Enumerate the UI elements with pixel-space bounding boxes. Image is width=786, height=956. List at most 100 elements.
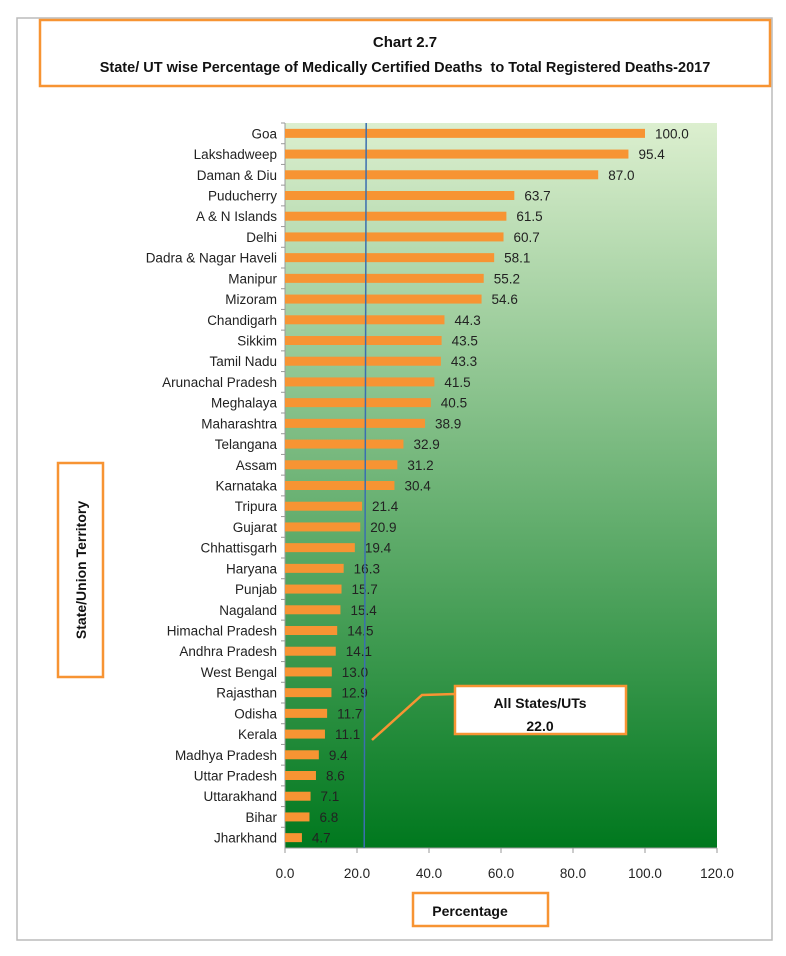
title-box (38, 18, 772, 88)
category-label: Odisha (234, 706, 277, 721)
category-label: Tripura (235, 499, 278, 514)
category-label: Uttar Pradesh (194, 769, 277, 784)
data-label: 7.1 (321, 789, 340, 804)
data-label: 14.1 (346, 644, 372, 659)
data-label: 20.9 (370, 520, 396, 535)
category-label: Arunachal Pradesh (162, 375, 277, 390)
data-label: 58.1 (504, 251, 530, 266)
data-label: 43.3 (451, 354, 477, 369)
annotation-box (453, 684, 628, 736)
category-label: Uttarakhand (203, 789, 277, 804)
category-label: Punjab (235, 582, 277, 597)
x-tick-label: 100.0 (628, 866, 662, 881)
chart-subtitle: State/ UT wise Percentage of Medically C… (100, 60, 711, 76)
category-label: Assam (236, 458, 277, 473)
data-label: 11.1 (335, 727, 360, 742)
data-label: 44.3 (454, 313, 480, 328)
data-label: 38.9 (435, 416, 461, 431)
category-label: Madhya Pradesh (175, 748, 277, 763)
bar (285, 149, 629, 159)
data-label: 55.2 (494, 271, 520, 286)
bar (285, 626, 338, 635)
category-label: Meghalaya (211, 396, 278, 411)
data-label: 40.5 (441, 396, 467, 411)
bar (285, 522, 361, 532)
bar (285, 232, 504, 242)
bar (285, 128, 645, 138)
x-tick-label: 80.0 (560, 866, 586, 881)
data-label: 31.2 (407, 458, 433, 473)
category-label: Nagaland (219, 603, 277, 618)
bar (285, 481, 395, 490)
data-label: 21.4 (372, 499, 399, 514)
x-tick-label: 20.0 (344, 866, 370, 881)
x-tick-label: 60.0 (488, 866, 514, 881)
category-label: Karnataka (215, 479, 277, 494)
x-tick-label: 0.0 (276, 866, 295, 881)
bar (285, 812, 310, 822)
bar (285, 377, 435, 387)
ylabel-box (56, 461, 105, 679)
bar (285, 294, 482, 304)
category-label: Jharkhand (214, 831, 277, 846)
bar (285, 750, 319, 760)
category-label: Delhi (246, 230, 277, 245)
category-label: Goa (251, 126, 277, 141)
bar (285, 646, 336, 656)
data-label: 60.7 (514, 230, 540, 245)
category-label: Mizoram (225, 292, 277, 307)
data-label: 15.4 (350, 603, 377, 618)
bar (285, 501, 363, 511)
category-label: Bihar (245, 810, 277, 825)
data-label: 19.4 (365, 541, 392, 556)
category-label: Puducherry (208, 189, 277, 204)
category-label: Lakshadweep (194, 147, 277, 162)
annotation-label: All States/UTs (493, 695, 586, 711)
bar (285, 273, 484, 283)
bar (285, 833, 302, 843)
bar (285, 729, 325, 739)
category-label: Haryana (226, 561, 278, 576)
reference-line (363, 122, 367, 849)
data-label: 14.5 (347, 624, 373, 639)
category-label: Telangana (215, 437, 278, 452)
data-label: 16.3 (354, 561, 380, 576)
category-label: Daman & Diu (197, 168, 277, 183)
bar (285, 667, 332, 677)
category-label: Dadra & Nagar Haveli (146, 251, 277, 266)
data-label: 54.6 (492, 292, 518, 307)
bar (285, 771, 316, 780)
data-label: 63.7 (524, 189, 550, 204)
category-label: Tamil Nadu (209, 354, 277, 369)
data-label: 9.4 (329, 748, 348, 763)
bar (285, 356, 441, 366)
data-label: 4.7 (312, 831, 331, 846)
x-tick-label: 40.0 (416, 866, 442, 881)
bar (285, 460, 398, 470)
category-label: Chhattisgarh (200, 541, 277, 556)
bar (285, 336, 442, 345)
category-label: A & N Islands (196, 209, 277, 224)
data-label: 32.9 (413, 437, 439, 452)
category-label: Chandigarh (207, 313, 277, 328)
annotation-leader-line (371, 692, 456, 741)
bar (285, 315, 445, 325)
category-label: Kerala (238, 727, 278, 742)
bar (285, 418, 426, 428)
bar (285, 563, 344, 573)
data-label: 12.9 (341, 686, 367, 701)
data-label: 8.6 (326, 769, 345, 784)
data-label: 43.5 (452, 334, 478, 349)
bar (285, 439, 404, 449)
data-label: 13.0 (342, 665, 368, 680)
data-label: 100.0 (655, 126, 689, 141)
y-axis-label: State/Union Territory (73, 501, 89, 639)
xlabel-box (411, 891, 550, 928)
data-label: 95.4 (638, 147, 665, 162)
annotation-value: 22.0 (526, 718, 553, 734)
bar (285, 253, 495, 263)
category-label: Maharashtra (201, 416, 277, 431)
category-label: West Bengal (201, 665, 277, 680)
data-label: 6.8 (319, 810, 338, 825)
